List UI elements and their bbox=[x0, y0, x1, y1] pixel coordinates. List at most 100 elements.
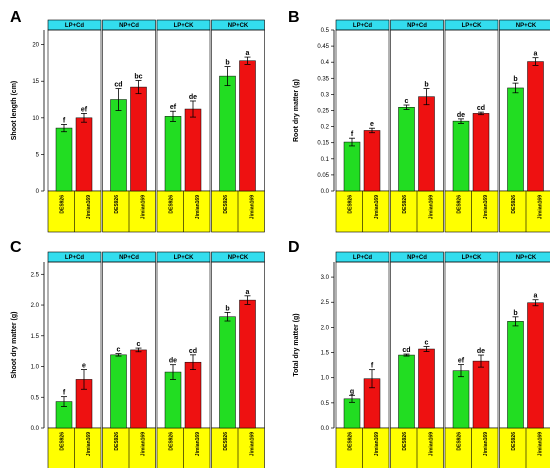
bar bbox=[164, 116, 182, 192]
significance-letter: b bbox=[424, 82, 428, 89]
category-label: DES926 bbox=[168, 195, 174, 214]
significance-letter: a bbox=[246, 289, 250, 296]
bar bbox=[343, 141, 361, 192]
bar bbox=[219, 316, 236, 429]
significance-letter: e bbox=[370, 121, 374, 128]
category-label: Jimian169 bbox=[374, 432, 380, 456]
facet-header-label: LP+CK bbox=[462, 255, 483, 261]
category-label: DES926 bbox=[347, 195, 353, 214]
significance-letter: a bbox=[534, 293, 538, 300]
y-tick-label: 0.1 bbox=[321, 157, 330, 163]
bar bbox=[239, 60, 256, 192]
y-tick-label: 3.0 bbox=[321, 275, 330, 281]
y-tick-label: 0.3 bbox=[321, 92, 330, 98]
category-label: DES926 bbox=[347, 432, 353, 451]
y-axis-label: Total dry matter (g) bbox=[293, 313, 300, 376]
bar bbox=[184, 108, 202, 192]
bar bbox=[110, 354, 127, 429]
y-tick-label: 0.0 bbox=[321, 189, 330, 195]
y-axis-label: Shoot length (cm) bbox=[11, 81, 18, 141]
significance-letter: ef bbox=[81, 106, 88, 113]
y-tick-label: 0 bbox=[36, 189, 40, 195]
category-label: DES926 bbox=[223, 432, 229, 451]
significance-letter: c bbox=[117, 347, 121, 354]
significance-letter: ef bbox=[458, 358, 465, 365]
y-tick-label: 1.0 bbox=[321, 376, 330, 382]
bar bbox=[452, 370, 470, 429]
facet-header-label: NP+Cd bbox=[119, 255, 139, 261]
significance-letter: de bbox=[477, 348, 485, 355]
significance-letter: b bbox=[513, 310, 517, 317]
y-axis-label: Root dry matter (g) bbox=[293, 79, 300, 142]
bar bbox=[418, 96, 435, 192]
category-label: Jimian169 bbox=[537, 432, 543, 456]
y-tick-label: 0.45 bbox=[317, 44, 329, 50]
bar bbox=[507, 321, 524, 429]
significance-letter: de bbox=[189, 94, 197, 101]
bar bbox=[184, 361, 202, 429]
category-label: DES926 bbox=[511, 432, 517, 451]
significance-letter: c bbox=[425, 340, 429, 347]
category-label: Jimian169 bbox=[249, 432, 255, 456]
significance-letter: bc bbox=[134, 73, 142, 80]
significance-letter: cd bbox=[114, 82, 122, 89]
y-tick-label: 0.5 bbox=[321, 401, 330, 407]
category-label: Jimian169 bbox=[86, 195, 92, 219]
category-label: DES926 bbox=[456, 195, 462, 214]
category-label: Jimian169 bbox=[140, 195, 146, 219]
y-tick-label: 0.0 bbox=[31, 426, 40, 432]
panel-letter: C bbox=[10, 239, 22, 256]
y-tick-label: 2.5 bbox=[321, 300, 330, 306]
chart-panel-c: C 0.0 0.5 1.0 1.5 2.0 2.5 Shoot dry matter (g) L… bbox=[10, 239, 265, 468]
facet-header-label: NP+CK bbox=[228, 255, 249, 261]
y-tick-label: 10 bbox=[32, 116, 39, 122]
facet-header-label: LP+Cd bbox=[353, 23, 373, 29]
facet-header-label: LP+Cd bbox=[65, 23, 85, 29]
category-label: Jimian169 bbox=[428, 432, 434, 456]
bar bbox=[55, 127, 73, 192]
facet-lp-ck: LP+CK ef DES926 de Jimian169 bbox=[444, 251, 499, 468]
significance-letter: a bbox=[246, 50, 250, 57]
category-label: DES926 bbox=[402, 195, 408, 214]
y-tick-label: 0.15 bbox=[317, 141, 329, 147]
facet-lp-ck: LP+CK ef DES926 de Jimian169 bbox=[156, 19, 211, 233]
facet-header-label: NP+Cd bbox=[407, 255, 427, 261]
facet-np-ck: NP+CK b DES926 a Jimian169 bbox=[499, 19, 550, 233]
y-tick-label: 1.0 bbox=[31, 365, 40, 371]
facet-lp-cd: LP+Cd f DES926 ef Jimian169 bbox=[47, 19, 102, 233]
category-label: Jimian169 bbox=[428, 195, 434, 219]
significance-letter: f bbox=[63, 117, 66, 124]
facet-header-label: NP+CK bbox=[228, 23, 249, 29]
bar bbox=[418, 348, 435, 429]
facet-header-label: LP+CK bbox=[462, 23, 483, 29]
significance-letter: e bbox=[82, 363, 86, 370]
y-tick-label: 1.5 bbox=[31, 334, 40, 340]
significance-letter: f bbox=[63, 390, 66, 397]
significance-letter: cd bbox=[189, 348, 197, 355]
bar bbox=[343, 398, 361, 429]
category-label: DES926 bbox=[114, 195, 120, 214]
significance-letter: a bbox=[534, 51, 538, 58]
category-label: Jimian169 bbox=[249, 195, 255, 219]
category-label: DES926 bbox=[59, 432, 65, 451]
chart-panel-a: A 0 5 10 15 20 Shoot length (cm) LP+Cd f DES926 ef… bbox=[10, 9, 265, 233]
chart-panel-d: D 0.0 0.5 1.0 1.5 2.0 2.5 3.0 Total dry matter (… bbox=[288, 239, 550, 468]
y-tick-label: 2.5 bbox=[31, 272, 40, 278]
bar bbox=[130, 349, 147, 429]
bar bbox=[219, 75, 236, 192]
facet-lp-ck: LP+CK de DES926 cd Jimian169 bbox=[156, 251, 211, 468]
bar bbox=[130, 86, 147, 192]
facet-header-label: NP+CK bbox=[516, 255, 537, 261]
category-label: DES926 bbox=[402, 432, 408, 451]
facet-lp-cd: LP+Cd g DES926 f Jimian169 bbox=[335, 251, 390, 468]
category-label: DES926 bbox=[456, 432, 462, 451]
y-tick-label: 0.5 bbox=[31, 395, 40, 401]
category-label: DES926 bbox=[511, 195, 517, 214]
y-tick-label: 5 bbox=[36, 152, 40, 158]
category-strip bbox=[499, 190, 550, 233]
category-label: DES926 bbox=[59, 195, 65, 214]
bar bbox=[452, 120, 470, 192]
panel-letter: A bbox=[10, 9, 22, 26]
category-label: Jimian169 bbox=[86, 432, 92, 456]
facet-np-cd: NP+Cd c DES926 b Jimian169 bbox=[390, 19, 444, 233]
